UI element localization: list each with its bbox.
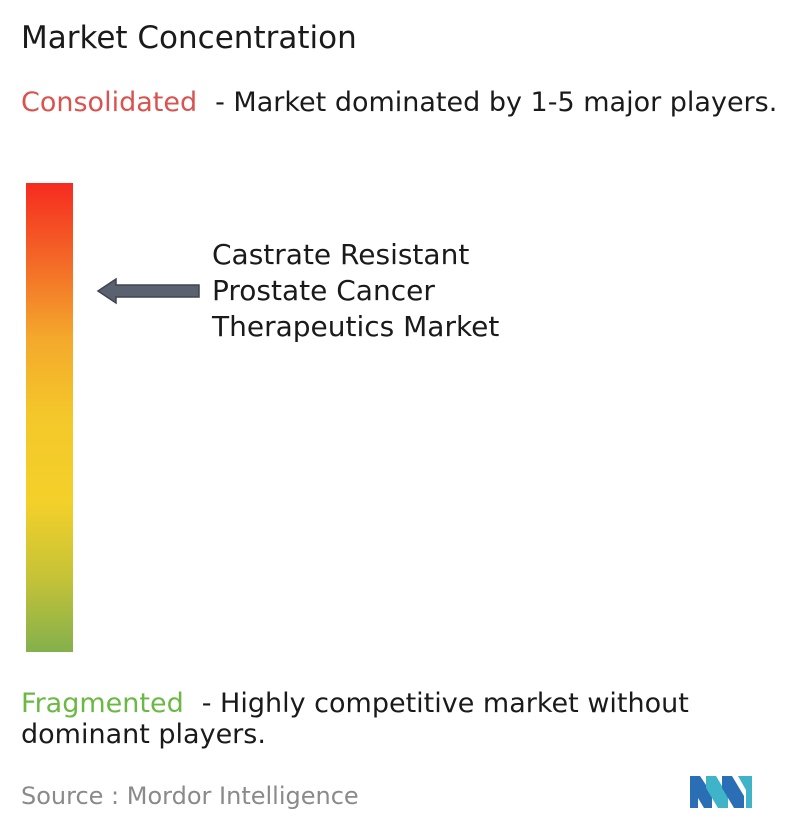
fragmented-label: Fragmented: [21, 688, 184, 719]
left-arrow-icon: [96, 277, 200, 305]
fragmented-description: - Highly competitive market without domi…: [21, 688, 689, 750]
market-label-line-2: Prostate Cancer: [212, 274, 435, 307]
consolidated-label: Consolidated: [21, 87, 198, 118]
consolidated-definition: Consolidated - Market dominated by 1-5 ma…: [21, 87, 781, 118]
consolidated-description: - Market dominated by 1-5 major players.: [215, 87, 778, 118]
fragmented-definition: Fragmented - Highly competitive market wi…: [21, 688, 781, 750]
mordor-intelligence-logo-icon: [690, 776, 752, 808]
market-label-line-1: Castrate Resistant: [212, 238, 470, 271]
concentration-scale-bar: [26, 183, 73, 652]
page-title: Market Concentration: [21, 20, 357, 56]
market-label-line-3: Therapeutics Market: [212, 310, 500, 343]
arrow-shape: [96, 277, 200, 305]
source-credit: Source : Mordor Intelligence: [21, 782, 359, 810]
market-label: Castrate Resistant Prostate Cancer Thera…: [212, 237, 612, 345]
